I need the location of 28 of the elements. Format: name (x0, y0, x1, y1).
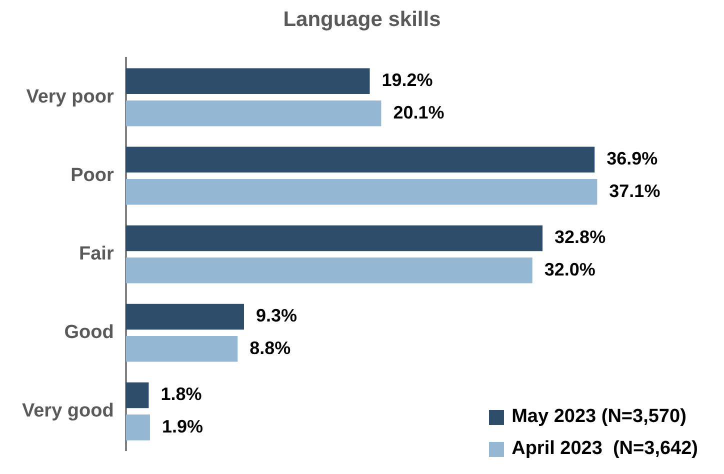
bar (126, 382, 149, 408)
bar (126, 304, 244, 330)
data-label: 20.1% (393, 102, 444, 122)
bar (126, 179, 598, 205)
data-label: 8.8% (250, 338, 291, 358)
bar (126, 258, 532, 284)
bar (126, 100, 382, 126)
chart-title: Language skills (282, 8, 442, 32)
y-tick-label: Fair (78, 244, 114, 265)
data-label: 37.1% (609, 180, 660, 201)
data-label: 9.3% (256, 306, 298, 326)
y-tick-label: Very good (22, 400, 114, 422)
bar (126, 68, 370, 94)
y-tick-label: Very poor (26, 86, 114, 108)
data-label: 32.0% (544, 259, 596, 280)
y-tick-label: Poor (70, 165, 114, 186)
data-label: 32.8% (554, 227, 606, 248)
bar (126, 146, 595, 173)
bar (126, 336, 238, 362)
legend-label: April 2023 (N=3,642) (512, 438, 698, 460)
data-label: 1.8% (160, 384, 202, 404)
legend-label: May 2023 (N=3,570) (512, 406, 686, 428)
y-tick-label: Good (64, 322, 114, 344)
data-label: 19.2% (382, 70, 433, 90)
bar (126, 414, 150, 440)
bar (126, 225, 543, 252)
data-label: 36.9% (606, 148, 658, 169)
data-label: 1.9% (162, 416, 204, 436)
